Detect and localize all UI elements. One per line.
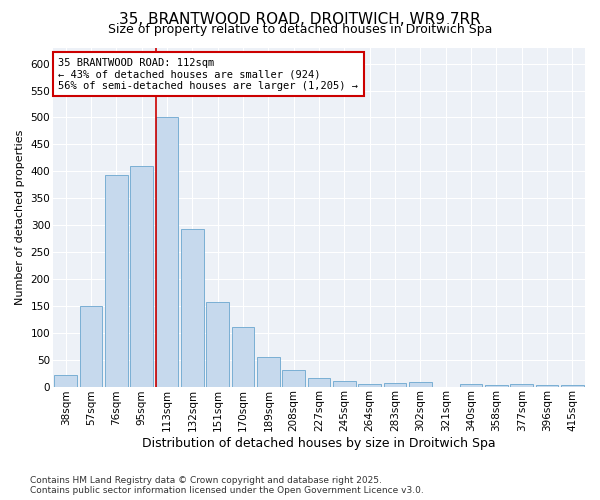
Bar bbox=[257, 357, 280, 386]
X-axis label: Distribution of detached houses by size in Droitwich Spa: Distribution of detached houses by size … bbox=[142, 437, 496, 450]
Bar bbox=[155, 118, 178, 386]
Bar bbox=[130, 166, 153, 386]
Bar bbox=[206, 302, 229, 386]
Bar bbox=[358, 384, 381, 386]
Bar bbox=[105, 175, 128, 386]
Bar bbox=[308, 378, 331, 386]
Bar bbox=[383, 383, 406, 386]
Bar bbox=[510, 384, 533, 386]
Bar bbox=[181, 229, 204, 386]
Y-axis label: Number of detached properties: Number of detached properties bbox=[15, 130, 25, 304]
Bar bbox=[283, 370, 305, 386]
Text: Size of property relative to detached houses in Droitwich Spa: Size of property relative to detached ho… bbox=[108, 22, 492, 36]
Text: 35, BRANTWOOD ROAD, DROITWICH, WR9 7RR: 35, BRANTWOOD ROAD, DROITWICH, WR9 7RR bbox=[119, 12, 481, 28]
Bar bbox=[80, 306, 103, 386]
Bar bbox=[561, 385, 584, 386]
Text: Contains HM Land Registry data © Crown copyright and database right 2025.
Contai: Contains HM Land Registry data © Crown c… bbox=[30, 476, 424, 495]
Bar bbox=[232, 328, 254, 386]
Bar bbox=[55, 374, 77, 386]
Bar bbox=[460, 384, 482, 386]
Bar bbox=[333, 380, 356, 386]
Text: 35 BRANTWOOD ROAD: 112sqm
← 43% of detached houses are smaller (924)
56% of semi: 35 BRANTWOOD ROAD: 112sqm ← 43% of detac… bbox=[58, 58, 358, 91]
Bar bbox=[409, 382, 432, 386]
